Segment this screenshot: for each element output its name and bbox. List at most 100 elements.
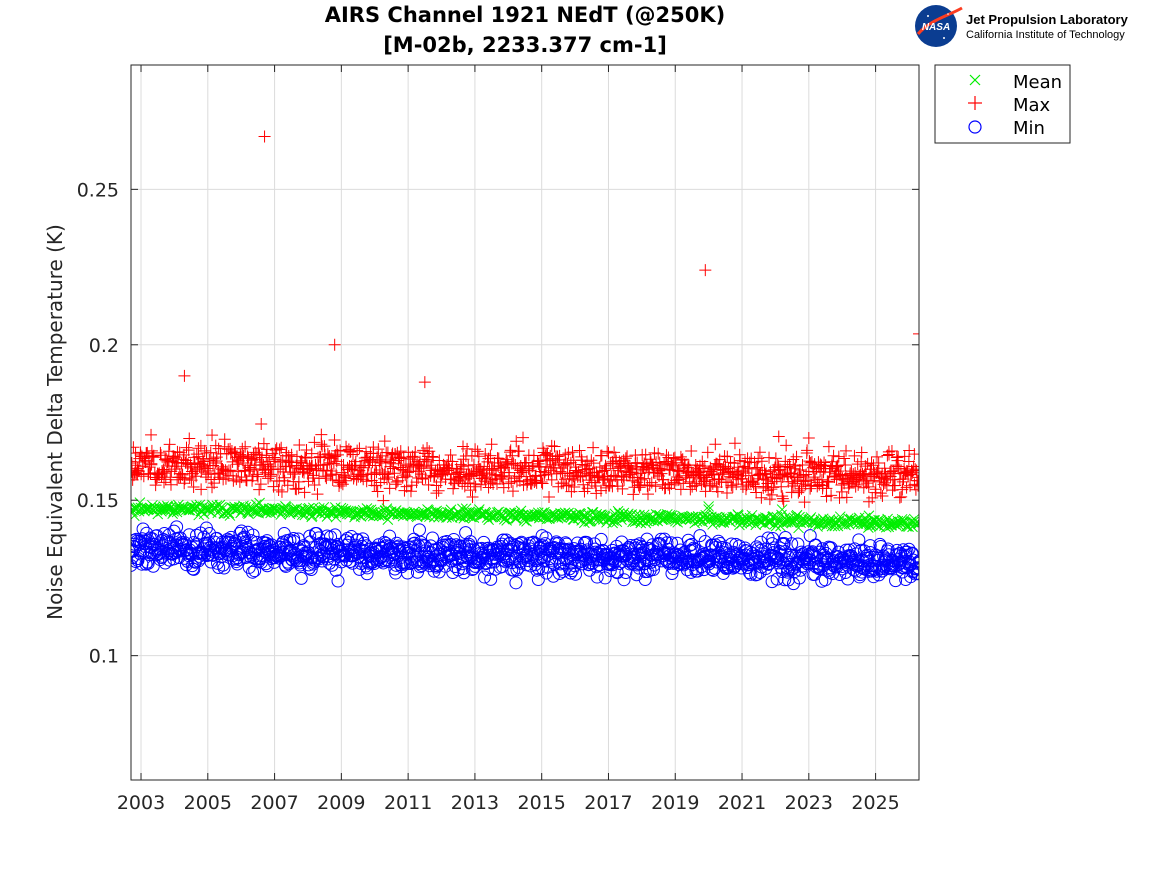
point-min [303, 529, 317, 543]
point-max [178, 369, 191, 382]
point-max [900, 481, 913, 494]
point-max [909, 463, 919, 476]
point-min [647, 558, 661, 572]
point-max [653, 464, 666, 477]
point-min [743, 566, 757, 580]
point-max [405, 479, 418, 492]
point-max [876, 489, 889, 502]
point-max [643, 479, 656, 492]
point-max [397, 451, 410, 464]
point-min [755, 547, 769, 561]
point-max [383, 482, 396, 495]
point-mean [642, 511, 654, 522]
point-max [200, 471, 213, 484]
point-min [809, 538, 823, 552]
point-max [160, 452, 173, 465]
point-max [278, 471, 291, 484]
point-max [829, 467, 842, 480]
point-max [267, 480, 280, 493]
point-min [778, 531, 792, 545]
point-max [838, 452, 851, 465]
point-max [510, 435, 523, 448]
point-max [171, 445, 184, 458]
x-tick-label: 2007 [250, 792, 298, 814]
point-max [674, 450, 687, 463]
x-tick-label: 2015 [518, 792, 566, 814]
point-max [280, 446, 293, 459]
chart-title-line1: AIRS Channel 1921 NEdT (@250K) [325, 3, 726, 27]
point-max [569, 464, 582, 477]
point-max [204, 446, 217, 459]
point-max [187, 480, 200, 493]
point-max [830, 460, 843, 473]
point-max [269, 455, 282, 468]
point-max [857, 481, 870, 494]
point-max [432, 484, 445, 497]
point-max [472, 461, 485, 474]
point-max [790, 450, 803, 463]
point-max [149, 479, 162, 492]
point-max [471, 445, 484, 458]
point-mean [420, 510, 431, 522]
point-max [839, 459, 852, 472]
point-max [325, 464, 338, 477]
legend-label-min: Min [1013, 118, 1045, 139]
point-max [353, 442, 366, 455]
x-tick-label: 2025 [851, 792, 899, 814]
point-max [831, 459, 844, 472]
point-max [830, 461, 843, 474]
point-max [298, 486, 311, 499]
point-max [546, 458, 559, 471]
point-max [566, 446, 579, 459]
point-max [912, 474, 919, 487]
point-min [237, 530, 251, 544]
point-max [639, 448, 652, 461]
point-max [730, 478, 743, 491]
point-max [897, 472, 910, 485]
jpl-logo: NASA Jet Propulsion Laboratory Californi… [915, 5, 1129, 47]
point-max [835, 485, 848, 498]
point-max [392, 454, 405, 467]
point-min [687, 541, 701, 555]
point-max [835, 478, 848, 491]
point-max [506, 449, 519, 462]
point-max [885, 445, 898, 458]
point-min [414, 535, 428, 549]
point-max [574, 470, 587, 483]
point-max [627, 488, 640, 501]
x-tick-label: 2013 [451, 792, 499, 814]
point-max [482, 452, 495, 465]
point-max [713, 473, 726, 486]
point-max [464, 484, 477, 497]
y-axis-label: Noise Equivalent Delta Temperature (K) [43, 224, 67, 620]
point-max [395, 452, 408, 465]
point-max [418, 376, 431, 389]
point-max [562, 479, 575, 492]
point-max [251, 470, 264, 483]
point-max [822, 440, 835, 453]
point-max [776, 490, 789, 503]
point-max [421, 441, 434, 454]
point-max [704, 479, 717, 492]
point-mean [468, 512, 480, 524]
point-max [865, 468, 878, 481]
point-max [824, 462, 837, 475]
point-max [755, 455, 768, 468]
point-mean [244, 504, 256, 515]
point-max [545, 439, 558, 452]
point-max [852, 478, 865, 491]
point-max [275, 441, 288, 454]
point-max [323, 449, 336, 462]
point-max [351, 444, 364, 457]
point-max [701, 446, 714, 459]
point-min [478, 570, 492, 584]
point-max [683, 475, 696, 488]
point-min [351, 533, 365, 547]
point-max [601, 445, 614, 458]
point-max [344, 446, 357, 459]
point-min [630, 558, 644, 572]
point-max [910, 464, 919, 477]
point-max [146, 450, 159, 463]
point-mean [435, 508, 447, 520]
